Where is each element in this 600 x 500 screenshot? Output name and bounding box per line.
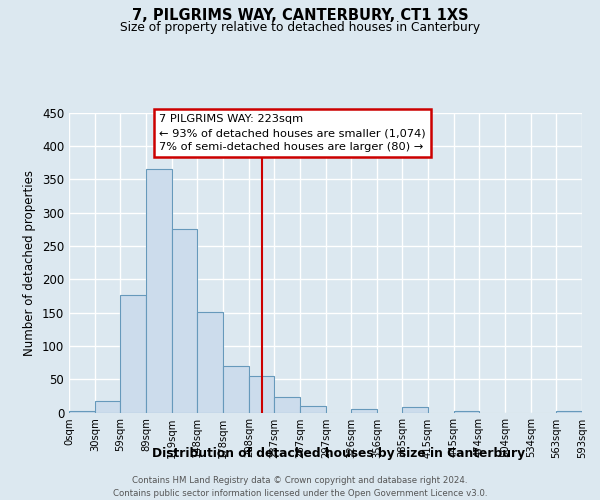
Text: Contains HM Land Registry data © Crown copyright and database right 2024.: Contains HM Land Registry data © Crown c…: [132, 476, 468, 485]
Y-axis label: Number of detached properties: Number of detached properties: [23, 170, 37, 356]
Bar: [146, 169, 172, 412]
Bar: [249, 376, 274, 412]
Bar: [351, 408, 377, 412]
Bar: [300, 406, 326, 412]
Text: Distribution of detached houses by size in Canterbury: Distribution of detached houses by size …: [152, 448, 526, 460]
Bar: [556, 411, 582, 412]
Bar: [69, 411, 95, 412]
Bar: [274, 397, 300, 412]
Bar: [197, 312, 223, 412]
Bar: [172, 229, 197, 412]
Bar: [454, 411, 479, 412]
Text: Size of property relative to detached houses in Canterbury: Size of property relative to detached ho…: [120, 21, 480, 34]
Bar: [120, 295, 146, 412]
Text: 7, PILGRIMS WAY, CANTERBURY, CT1 1XS: 7, PILGRIMS WAY, CANTERBURY, CT1 1XS: [131, 8, 469, 22]
Bar: [402, 407, 428, 412]
Bar: [223, 366, 249, 412]
Bar: [95, 400, 120, 412]
Text: 7 PILGRIMS WAY: 223sqm
← 93% of detached houses are smaller (1,074)
7% of semi-d: 7 PILGRIMS WAY: 223sqm ← 93% of detached…: [159, 114, 425, 152]
Text: Contains public sector information licensed under the Open Government Licence v3: Contains public sector information licen…: [113, 489, 487, 498]
